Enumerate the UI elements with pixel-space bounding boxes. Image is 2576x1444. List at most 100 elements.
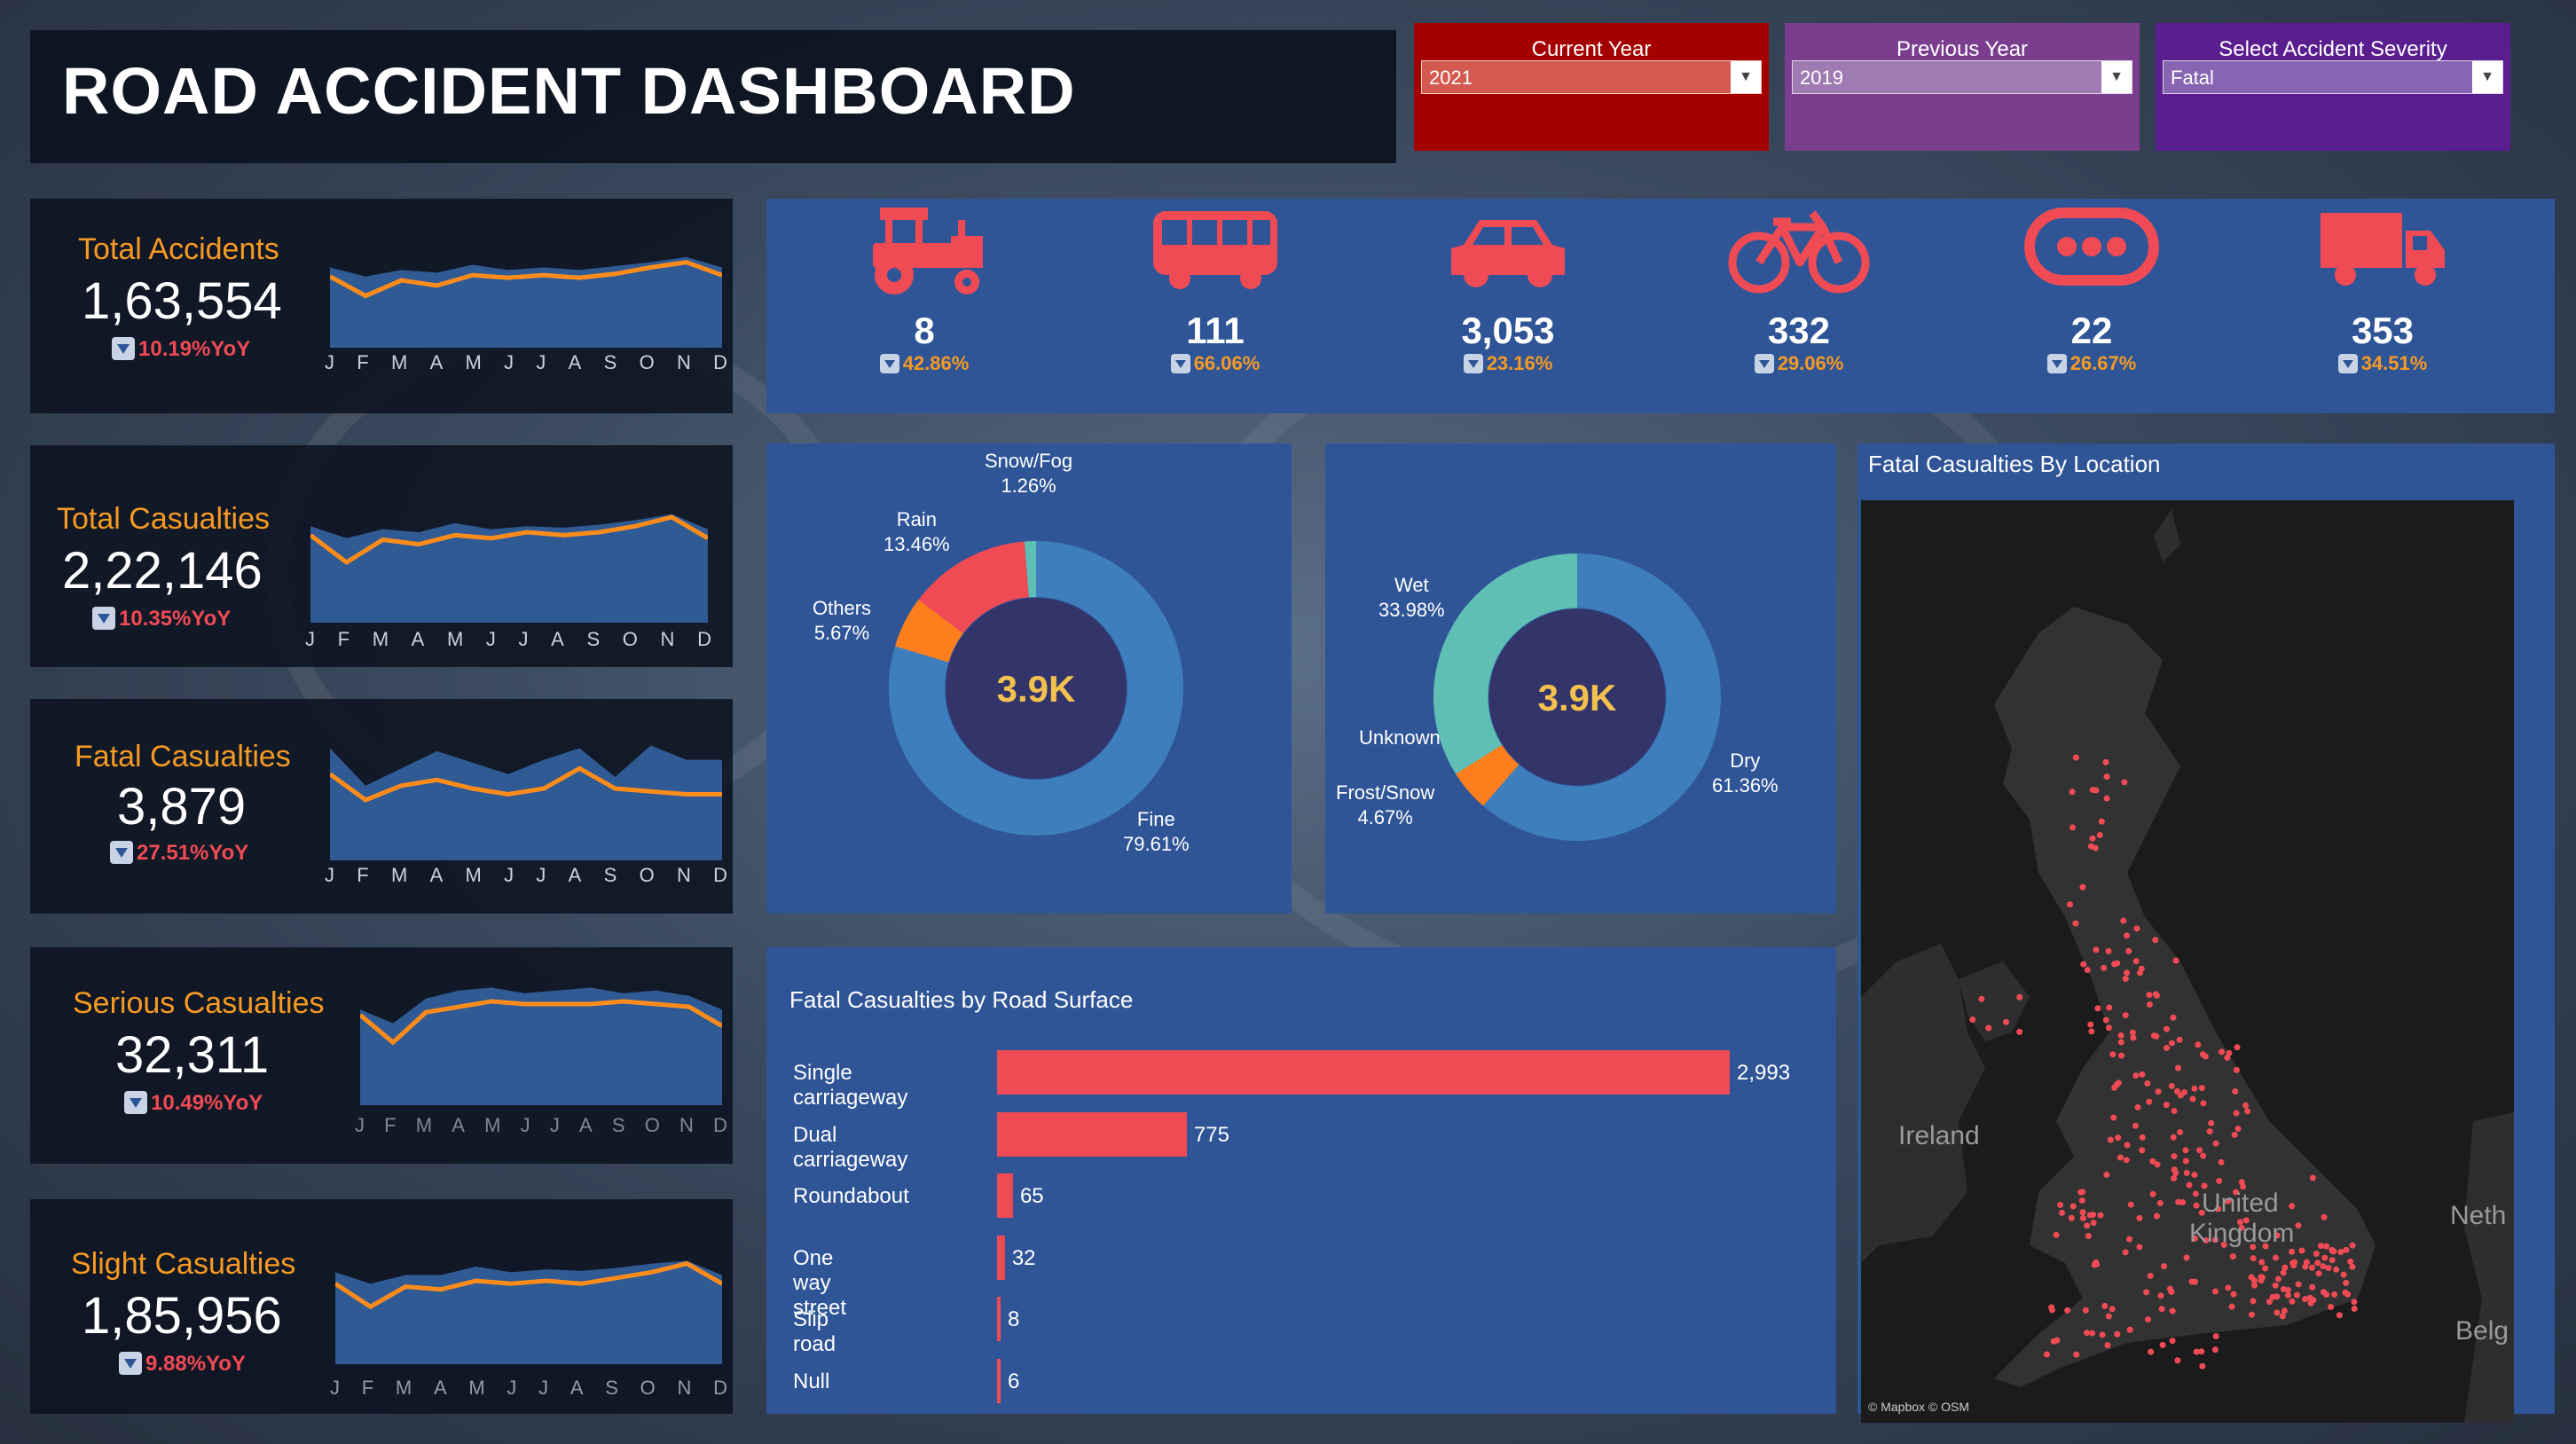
casualty-point[interactable] <box>2303 1259 2310 1266</box>
casualty-point[interactable] <box>2107 1136 2114 1143</box>
fatal-casualties-map[interactable]: Ireland United Kingdom Neth Belg © Mapbo… <box>1861 500 2514 1423</box>
casualty-point[interactable] <box>2203 1237 2210 1244</box>
previous-year-select[interactable]: 2019 ▼ <box>1792 60 2132 94</box>
casualty-point[interactable] <box>2206 1128 2213 1135</box>
casualty-point[interactable] <box>2146 1001 2153 1008</box>
chevron-down-icon[interactable]: ▼ <box>1731 61 1761 93</box>
casualty-point[interactable] <box>2088 1028 2095 1035</box>
casualty-point[interactable] <box>2152 937 2159 944</box>
casualty-point[interactable] <box>2089 1330 2096 1337</box>
casualty-point[interactable] <box>2211 1346 2219 1354</box>
casualty-point[interactable] <box>2289 1203 2296 1210</box>
casualty-point[interactable] <box>2320 1263 2327 1270</box>
casualty-point[interactable] <box>2318 1243 2325 1250</box>
casualty-point[interactable] <box>2298 1247 2305 1254</box>
casualty-point[interactable] <box>2126 1326 2133 1333</box>
casualty-point[interactable] <box>2342 1289 2349 1296</box>
casualty-point[interactable] <box>2250 1298 2257 1305</box>
casualty-point[interactable] <box>2168 1082 2175 1089</box>
casualty-point[interactable] <box>2220 1241 2227 1248</box>
casualty-point[interactable] <box>2068 1214 2075 1221</box>
casualty-point[interactable] <box>2321 1254 2329 1261</box>
casualty-point[interactable] <box>2234 1125 2242 1132</box>
casualty-point[interactable] <box>2225 1284 2232 1291</box>
casualty-point[interactable] <box>2347 1258 2354 1265</box>
casualty-point[interactable] <box>2279 1313 2286 1320</box>
casualty-point[interactable] <box>2236 1219 2243 1226</box>
casualty-point[interactable] <box>2272 1282 2279 1289</box>
casualty-point[interactable] <box>2016 1028 2023 1035</box>
casualty-point[interactable] <box>2284 1291 2291 1299</box>
casualty-point[interactable] <box>1978 995 1985 1002</box>
casualty-point[interactable] <box>2323 1243 2330 1250</box>
casualty-point[interactable] <box>2154 1161 2161 1168</box>
casualty-point[interactable] <box>2329 1257 2336 1264</box>
casualty-point[interactable] <box>2182 1158 2189 1165</box>
casualty-point[interactable] <box>2337 1249 2344 1256</box>
casualty-point[interactable] <box>2124 932 2131 939</box>
casualty-point[interactable] <box>2132 1122 2139 1129</box>
casualty-point[interactable] <box>1969 1016 1976 1023</box>
casualty-point[interactable] <box>2117 1154 2124 1161</box>
casualty-point[interactable] <box>2069 789 2076 796</box>
casualty-point[interactable] <box>2050 1338 2057 1345</box>
casualty-point[interactable] <box>2308 1264 2315 1271</box>
casualty-point[interactable] <box>2212 1288 2219 1295</box>
casualty-point[interactable] <box>2149 1190 2156 1197</box>
casualty-point[interactable] <box>2101 964 2108 971</box>
casualty-point[interactable] <box>2147 1272 2154 1279</box>
casualty-point[interactable] <box>2121 779 2128 786</box>
casualty-point[interactable] <box>2191 1235 2198 1242</box>
casualty-point[interactable] <box>2163 1102 2170 1109</box>
casualty-point[interactable] <box>2129 1029 2136 1036</box>
casualty-point[interactable] <box>2325 1265 2332 1272</box>
casualty-point[interactable] <box>2079 1214 2086 1221</box>
casualty-point[interactable] <box>2200 1152 2207 1159</box>
casualty-point[interactable] <box>2193 1202 2200 1209</box>
donut-slice-wet[interactable] <box>1433 553 1577 774</box>
casualty-point[interactable] <box>2109 1051 2117 1058</box>
casualty-point[interactable] <box>2105 1313 2112 1320</box>
casualty-point[interactable] <box>2274 1232 2281 1239</box>
casualty-point[interactable] <box>2280 1269 2287 1276</box>
casualty-point[interactable] <box>2248 1311 2255 1318</box>
casualty-point[interactable] <box>2173 1087 2180 1095</box>
bar-null[interactable] <box>997 1358 1001 1403</box>
casualty-point[interactable] <box>2343 1246 2350 1253</box>
donut-slice-rain[interactable] <box>918 541 1029 634</box>
casualty-point[interactable] <box>2295 1222 2302 1229</box>
chevron-down-icon[interactable]: ▼ <box>2472 61 2502 93</box>
casualty-point[interactable] <box>2090 1220 2097 1227</box>
casualty-point[interactable] <box>2177 1092 2184 1099</box>
casualty-point[interactable] <box>2164 1044 2171 1051</box>
casualty-point[interactable] <box>2117 1039 2124 1046</box>
casualty-point[interactable] <box>2309 1283 2316 1291</box>
casualty-point[interactable] <box>2084 966 2091 973</box>
casualty-point[interactable] <box>2250 1244 2257 1251</box>
casualty-point[interactable] <box>2198 1209 2205 1216</box>
casualty-point[interactable] <box>2003 1018 2010 1025</box>
casualty-point[interactable] <box>2133 925 2140 932</box>
casualty-point[interactable] <box>2097 1212 2104 1219</box>
casualty-point[interactable] <box>2174 1357 2181 1364</box>
casualty-point[interactable] <box>2087 1021 2094 1028</box>
casualty-point[interactable] <box>2208 1119 2215 1126</box>
casualty-point[interactable] <box>2212 1140 2219 1147</box>
casualty-point[interactable] <box>2176 1036 2183 1043</box>
casualty-point[interactable] <box>2202 1053 2209 1060</box>
casualty-point[interactable] <box>2331 1291 2338 1298</box>
casualty-point[interactable] <box>2289 1248 2296 1255</box>
filter-current-year[interactable]: Current Year 2021 ▼ <box>1414 23 1769 151</box>
donut-slice-dry[interactable] <box>1482 553 1721 841</box>
casualty-point[interactable] <box>2281 1307 2288 1315</box>
casualty-point[interactable] <box>2172 957 2179 964</box>
casualty-point[interactable] <box>2105 1024 2112 1032</box>
casualty-point[interactable] <box>2192 1278 2199 1285</box>
bar-dual-carriageway[interactable] <box>997 1111 1187 1157</box>
casualty-point[interactable] <box>2102 1016 2109 1024</box>
casualty-point[interactable] <box>2069 824 2076 831</box>
casualty-point[interactable] <box>2211 1236 2219 1244</box>
casualty-point[interactable] <box>2086 1212 2093 1219</box>
accident-severity-select[interactable]: Fatal ▼ <box>2163 60 2503 94</box>
casualty-point[interactable] <box>2289 1260 2297 1267</box>
